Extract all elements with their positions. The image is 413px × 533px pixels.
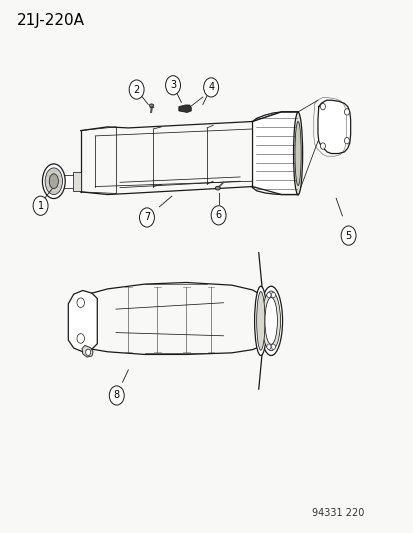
Circle shape [266,293,271,298]
Text: 4: 4 [208,83,214,92]
Circle shape [77,334,84,343]
Circle shape [129,80,144,99]
Circle shape [211,206,225,225]
Circle shape [77,298,84,308]
Circle shape [340,226,355,245]
Ellipse shape [261,291,280,351]
Polygon shape [82,345,93,357]
Circle shape [320,103,325,110]
Text: 2: 2 [133,85,140,94]
Ellipse shape [259,286,282,356]
Ellipse shape [264,297,277,344]
Ellipse shape [215,187,220,190]
Circle shape [266,344,271,349]
Ellipse shape [43,164,65,198]
Ellipse shape [45,168,62,195]
Polygon shape [73,172,81,191]
Circle shape [109,386,124,405]
Circle shape [344,109,349,115]
Circle shape [85,349,90,356]
Circle shape [33,196,48,215]
Text: 94331 220: 94331 220 [311,508,363,518]
Ellipse shape [256,292,264,350]
Text: 7: 7 [143,213,150,222]
Circle shape [344,138,349,144]
Ellipse shape [293,112,302,195]
Text: 6: 6 [215,211,221,220]
Ellipse shape [149,104,153,107]
Circle shape [203,78,218,97]
Text: 1: 1 [38,201,43,211]
Circle shape [165,76,180,95]
Ellipse shape [49,174,58,189]
Ellipse shape [294,122,300,185]
Ellipse shape [254,286,266,356]
Text: 5: 5 [344,231,351,240]
Circle shape [139,208,154,227]
Circle shape [271,293,275,298]
Polygon shape [317,100,350,154]
Text: 21J-220A: 21J-220A [17,13,84,28]
Polygon shape [252,112,297,195]
Polygon shape [64,175,81,188]
Circle shape [320,143,325,149]
Text: 8: 8 [114,391,119,400]
Circle shape [271,344,275,349]
Polygon shape [178,105,191,112]
Text: 3: 3 [170,80,176,90]
Polygon shape [68,290,97,352]
